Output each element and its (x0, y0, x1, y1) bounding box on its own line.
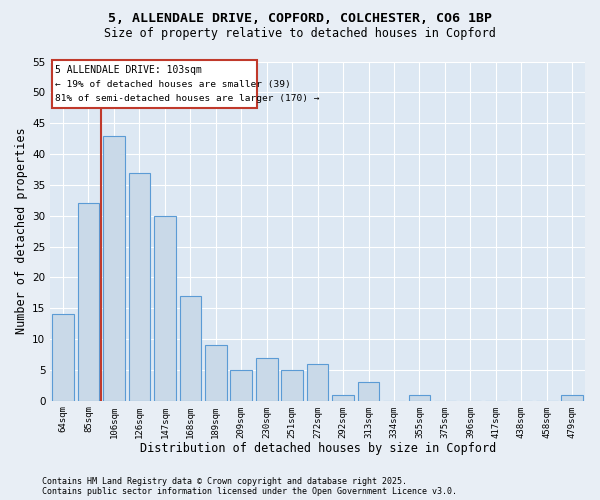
Bar (281, 370, 303, 400)
Text: ← 19% of detached houses are smaller (39): ← 19% of detached houses are smaller (39… (55, 80, 291, 88)
FancyBboxPatch shape (52, 60, 257, 108)
Text: 5 ALLENDALE DRIVE: 103sqm: 5 ALLENDALE DRIVE: 103sqm (55, 65, 202, 75)
Bar (562, 394, 583, 400)
Bar (179, 296, 201, 401)
Bar (128, 172, 150, 400)
Bar (256, 358, 278, 401)
Bar (230, 370, 252, 400)
Bar (358, 382, 379, 400)
X-axis label: Distribution of detached houses by size in Copford: Distribution of detached houses by size … (140, 442, 496, 455)
Bar (205, 345, 227, 401)
Bar (307, 364, 328, 401)
Text: Contains public sector information licensed under the Open Government Licence v3: Contains public sector information licen… (42, 487, 457, 496)
Text: 81% of semi-detached houses are larger (170) →: 81% of semi-detached houses are larger (… (55, 94, 320, 103)
Bar (77, 204, 99, 400)
Text: 5, ALLENDALE DRIVE, COPFORD, COLCHESTER, CO6 1BP: 5, ALLENDALE DRIVE, COPFORD, COLCHESTER,… (108, 12, 492, 26)
Text: Contains HM Land Registry data © Crown copyright and database right 2025.: Contains HM Land Registry data © Crown c… (42, 478, 407, 486)
Bar (154, 216, 176, 400)
Bar (332, 394, 354, 400)
Bar (52, 314, 74, 400)
Text: Size of property relative to detached houses in Copford: Size of property relative to detached ho… (104, 28, 496, 40)
Bar (103, 136, 125, 400)
Y-axis label: Number of detached properties: Number of detached properties (15, 128, 28, 334)
Bar (409, 394, 430, 400)
